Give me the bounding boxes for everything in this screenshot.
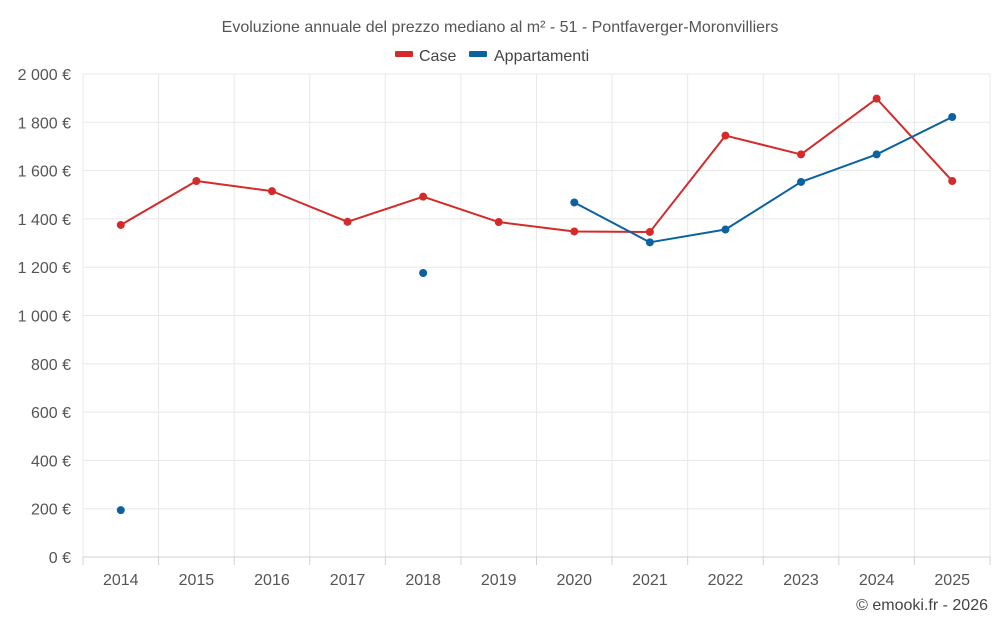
x-tick-label: 2020 <box>556 572 592 589</box>
data-point-appartamenti[interactable] <box>721 225 730 234</box>
legend-label-appartamenti: Appartamenti <box>494 48 589 65</box>
data-point-case[interactable] <box>419 192 428 201</box>
data-point-appartamenti[interactable] <box>645 238 654 247</box>
data-point-case[interactable] <box>116 220 125 229</box>
data-point-appartamenti[interactable] <box>797 177 806 186</box>
legend: Case Appartamenti <box>395 48 589 65</box>
legend-item-appartamenti[interactable]: Appartamenti <box>469 48 589 65</box>
data-point-case[interactable] <box>645 227 654 236</box>
x-tick-label: 2021 <box>632 572 668 589</box>
x-tick-label: 2016 <box>254 572 290 589</box>
series-layer <box>116 94 957 515</box>
x-tick-label: 2014 <box>103 572 139 589</box>
data-point-appartamenti[interactable] <box>419 268 428 277</box>
series-appartamenti <box>116 112 957 515</box>
y-tick-label: 1 600 € <box>18 164 71 181</box>
x-tick-label: 2019 <box>481 572 517 589</box>
y-tick-label: 2 000 € <box>18 67 71 84</box>
y-tick-label: 1 200 € <box>18 260 71 277</box>
data-point-case[interactable] <box>494 218 503 227</box>
y-tick-label: 1 400 € <box>18 212 71 229</box>
x-tick-labels: 2014 2015 2016 2017 2018 2019 2020 2021 2022 2023… <box>103 572 970 589</box>
data-point-appartamenti[interactable] <box>570 198 579 207</box>
y-tick-label: 400 € <box>31 453 71 470</box>
x-tick-label: 2024 <box>859 572 895 589</box>
y-tick-label: 1 800 € <box>18 115 71 132</box>
x-tick-label: 2018 <box>405 572 441 589</box>
y-tick-label: 600 € <box>31 405 71 422</box>
data-point-appartamenti[interactable] <box>116 506 125 515</box>
data-point-case[interactable] <box>797 150 806 159</box>
series-case <box>116 94 957 236</box>
y-tick-label: 200 € <box>31 502 71 519</box>
y-tick-labels: 0 € 200 € 400 € 600 € 800 € 1 000 € 1 200 € 1 4… <box>18 67 71 567</box>
legend-swatch-case <box>395 51 413 57</box>
data-point-case[interactable] <box>343 217 352 226</box>
series-line-appartamenti <box>573 116 953 244</box>
credit: © emooki.fr - 2026 <box>856 597 988 614</box>
legend-item-case[interactable]: Case <box>395 48 456 65</box>
axes <box>82 556 991 565</box>
data-point-case[interactable] <box>948 176 957 185</box>
data-point-case[interactable] <box>872 94 881 103</box>
series-line-case <box>120 97 953 233</box>
y-tick-label: 0 € <box>49 550 71 567</box>
x-gridlines <box>82 74 991 557</box>
legend-label-case: Case <box>419 48 456 65</box>
y-tick-label: 1 000 € <box>18 309 71 326</box>
x-tick-label: 2015 <box>179 572 215 589</box>
x-tick-label: 2025 <box>934 572 970 589</box>
x-tick-label: 2022 <box>708 572 744 589</box>
data-point-case[interactable] <box>721 131 730 140</box>
data-point-case[interactable] <box>267 187 276 196</box>
data-point-appartamenti[interactable] <box>872 150 881 159</box>
data-point-case[interactable] <box>192 176 201 185</box>
chart-title: Evoluzione annuale del prezzo mediano al… <box>222 19 779 36</box>
legend-swatch-appartamenti <box>469 51 487 57</box>
y-tick-label: 800 € <box>31 357 71 374</box>
data-point-case[interactable] <box>570 227 579 236</box>
x-tick-label: 2017 <box>330 572 366 589</box>
data-point-appartamenti[interactable] <box>948 112 957 121</box>
x-tick-label: 2023 <box>783 572 819 589</box>
